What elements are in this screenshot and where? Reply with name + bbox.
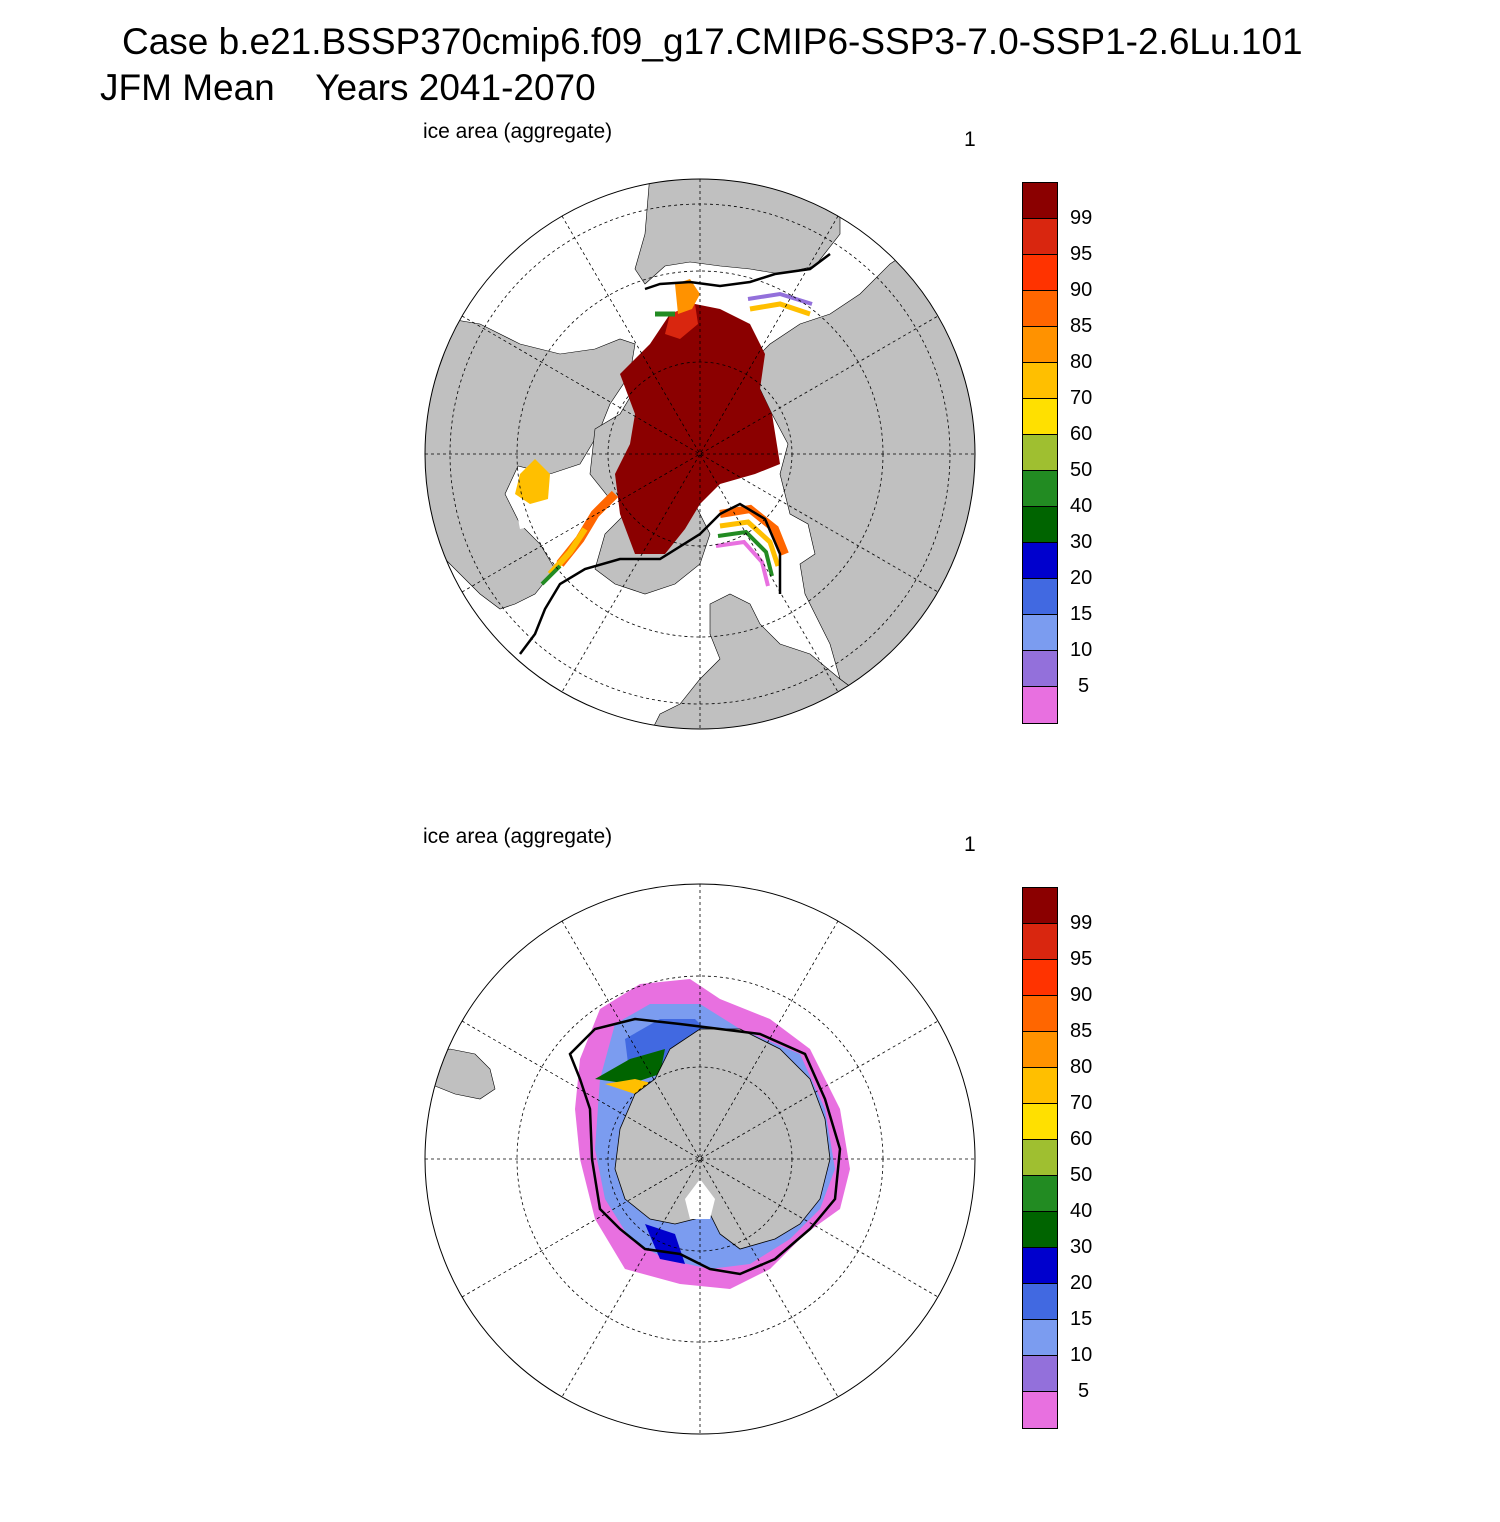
antarctica-land bbox=[614, 1028, 831, 1250]
north-america-land bbox=[425, 313, 636, 610]
arctic-ice-core bbox=[615, 304, 780, 554]
colorbar-swatch bbox=[1023, 687, 1057, 723]
colorbar-swatch bbox=[1023, 1248, 1057, 1284]
colorbar-swatches bbox=[1022, 887, 1058, 1429]
colorbar-tick-label: 20 bbox=[1070, 1272, 1093, 1294]
colorbar-tick-label: 95 bbox=[1070, 948, 1093, 970]
alaska-land bbox=[634, 179, 841, 285]
colorbar-swatch bbox=[1023, 1176, 1057, 1212]
colorbar: 99 95 90 85 80 70 60 50 40 30 20 15 10 5 bbox=[1022, 182, 1112, 724]
season-label: JFM Mean bbox=[100, 67, 275, 108]
colorbar-swatch bbox=[1023, 399, 1057, 435]
colorbar-swatch bbox=[1023, 1284, 1057, 1320]
colorbar: 99 95 90 85 80 70 60 50 40 30 20 15 10 5 bbox=[1022, 887, 1112, 1429]
colorbar-tick-label: 50 bbox=[1070, 459, 1093, 481]
variable-label: ice area (aggregate) bbox=[423, 120, 613, 143]
barents-ice-band-low bbox=[717, 529, 774, 577]
colorbar-swatch bbox=[1023, 183, 1057, 219]
barents-ice-band-edge bbox=[715, 539, 770, 587]
graticule bbox=[425, 884, 975, 1434]
map-border bbox=[424, 883, 976, 1435]
colorbar-swatch bbox=[1023, 507, 1057, 543]
north-polar-panel: ice area (aggregate) 1 bbox=[0, 112, 1500, 817]
colorbar-swatch bbox=[1023, 543, 1057, 579]
okhotsk-ice-band bbox=[749, 301, 811, 317]
colorbar-tick-label: 60 bbox=[1070, 1128, 1093, 1150]
colorbar-swatch bbox=[1023, 615, 1057, 651]
colorbar-tick-label: 60 bbox=[1070, 423, 1093, 445]
colorbar-swatch bbox=[1023, 960, 1057, 996]
colorbar-swatch bbox=[1023, 255, 1057, 291]
colorbar-tick-label: 30 bbox=[1070, 1236, 1093, 1258]
labrador-ice-band-low bbox=[540, 564, 562, 586]
hudson-ice bbox=[515, 459, 550, 504]
colorbar-tick-label: 10 bbox=[1070, 639, 1093, 661]
colorbar-tick-label: 90 bbox=[1070, 279, 1093, 301]
colorbar-tick-label: 15 bbox=[1070, 603, 1093, 625]
colorbar-swatch bbox=[1023, 924, 1057, 960]
colorbar-swatch bbox=[1023, 579, 1057, 615]
colorbar-swatch bbox=[1023, 1392, 1057, 1428]
north-polar-map bbox=[424, 178, 976, 730]
colorbar-swatch bbox=[1023, 1032, 1057, 1068]
colorbar-tick-label: 5 bbox=[1078, 675, 1090, 697]
colorbar-swatch bbox=[1023, 1212, 1057, 1248]
colorbar-swatch bbox=[1023, 888, 1057, 924]
colorbar-swatch bbox=[1023, 1068, 1057, 1104]
colorbar-swatch bbox=[1023, 1104, 1057, 1140]
south-polar-panel: ice area (aggregate) 1 bbox=[0, 817, 1500, 1522]
colorbar-swatch bbox=[1023, 651, 1057, 687]
colorbar-swatch bbox=[1023, 996, 1057, 1032]
okhotsk-ice-band-edge bbox=[747, 291, 813, 306]
colorbar-tick-label: 40 bbox=[1070, 495, 1093, 517]
figure-title-case: Case b.e21.BSSP370cmip6.f09_g17.CMIP6-SS… bbox=[122, 21, 1303, 62]
colorbar-tick-label: 70 bbox=[1070, 387, 1093, 409]
colorbar-tick-label: 99 bbox=[1070, 912, 1093, 934]
units-label: 1 bbox=[964, 128, 976, 151]
variable-label: ice area (aggregate) bbox=[423, 825, 613, 848]
colorbar-tick-label: 40 bbox=[1070, 1200, 1093, 1222]
barents-ice-band bbox=[719, 504, 789, 556]
colorbar-tick-label: 15 bbox=[1070, 1308, 1093, 1330]
colorbar-tick-label: 5 bbox=[1078, 1380, 1090, 1402]
colorbar-tick-label: 70 bbox=[1070, 1092, 1093, 1114]
years-label: Years 2041-2070 bbox=[315, 67, 596, 108]
reference-ice-edge-contour-pacific bbox=[644, 253, 831, 291]
colorbar-tick-label: 30 bbox=[1070, 531, 1093, 553]
colorbar-swatch bbox=[1023, 1320, 1057, 1356]
colorbar-swatch bbox=[1023, 435, 1057, 471]
colorbar-tick-label: 80 bbox=[1070, 1056, 1093, 1078]
colorbar-tick-label: 80 bbox=[1070, 351, 1093, 373]
arctic-ice-edge-orange bbox=[675, 279, 700, 314]
colorbar-swatches bbox=[1022, 182, 1058, 724]
graticule bbox=[425, 179, 975, 729]
colorbar-tick-label: 85 bbox=[1070, 1020, 1093, 1042]
colorbar-swatch bbox=[1023, 1140, 1057, 1176]
colorbar-tick-label: 20 bbox=[1070, 567, 1093, 589]
colorbar-tick-label: 99 bbox=[1070, 207, 1093, 229]
colorbar-tick-label: 10 bbox=[1070, 1344, 1093, 1366]
colorbar-tick-label: 95 bbox=[1070, 243, 1093, 265]
colorbar-swatch bbox=[1023, 471, 1057, 507]
colorbar-swatch bbox=[1023, 1356, 1057, 1392]
units-label: 1 bbox=[964, 833, 976, 856]
colorbar-swatch bbox=[1023, 327, 1057, 363]
colorbar-tick-label: 50 bbox=[1070, 1164, 1093, 1186]
barents-ice-band-mid bbox=[719, 519, 781, 567]
colorbar-tick-label: 90 bbox=[1070, 984, 1093, 1006]
south-polar-map bbox=[424, 883, 976, 1435]
figure-title-period: JFM Mean Years 2041-2070 bbox=[100, 68, 596, 108]
colorbar-swatch bbox=[1023, 363, 1057, 399]
weddell-ice-high bbox=[595, 1049, 665, 1084]
map-border bbox=[424, 178, 976, 730]
reference-ice-edge-contour bbox=[568, 1017, 842, 1276]
colorbar-tick-label: 85 bbox=[1070, 315, 1093, 337]
colorbar-swatch bbox=[1023, 219, 1057, 255]
colorbar-swatch bbox=[1023, 291, 1057, 327]
